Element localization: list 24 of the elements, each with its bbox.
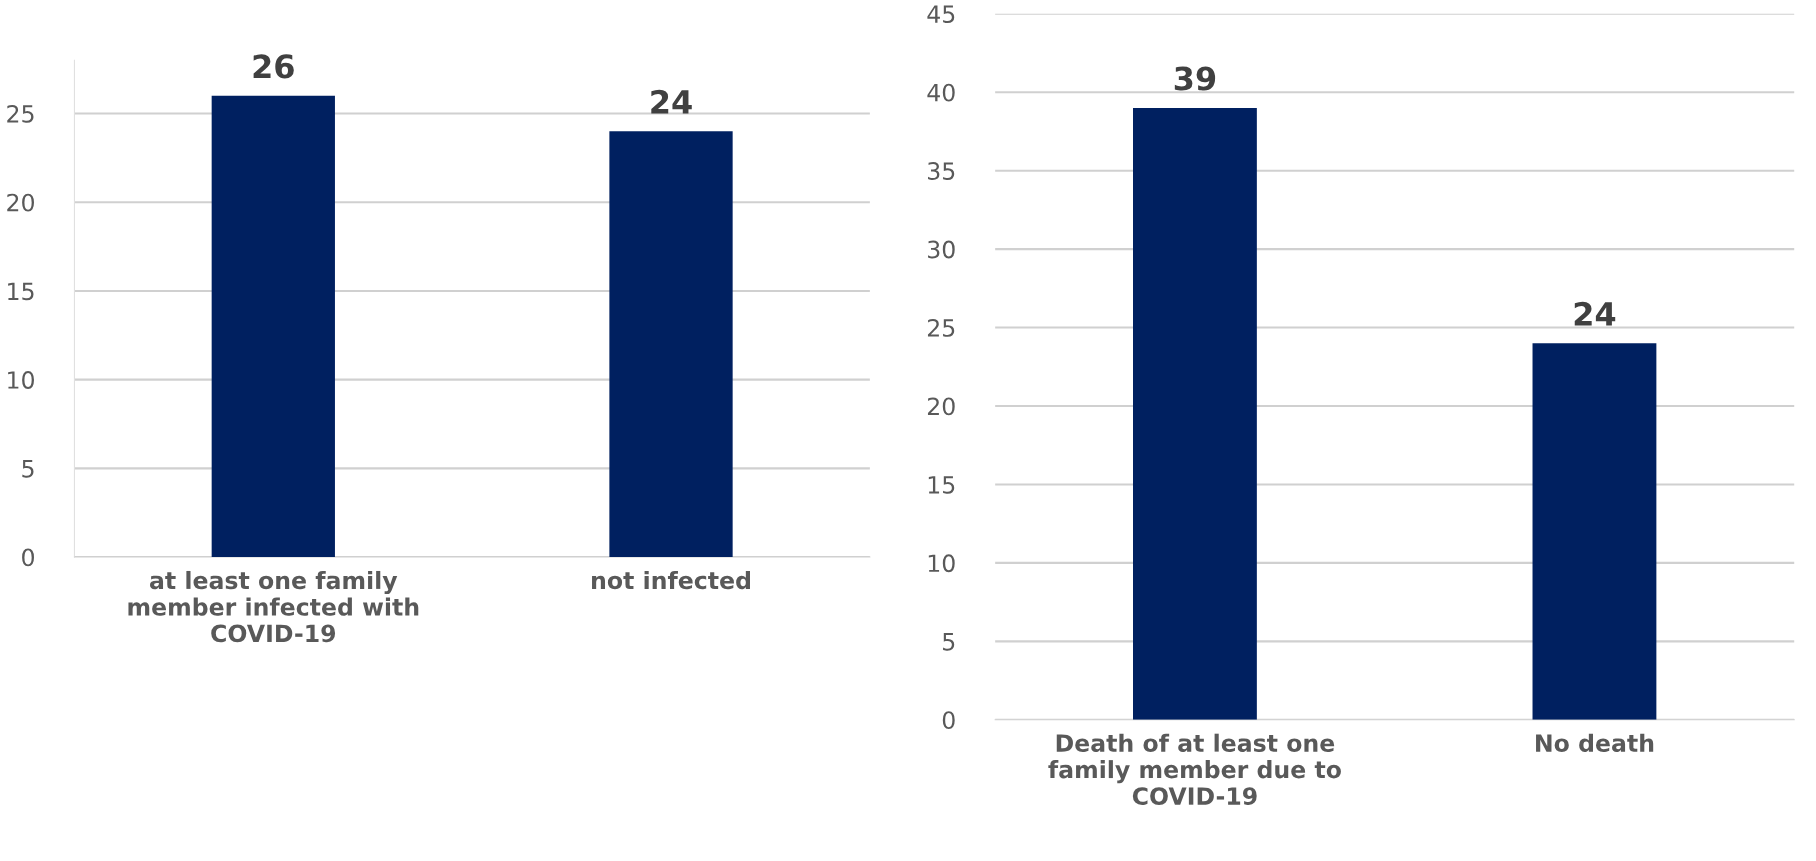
y-tick-label: 15 — [928, 476, 955, 494]
data-label: 24 — [1574, 301, 1616, 326]
y-tick-label: 45 — [927, 5, 955, 24]
x-tick-label: No death — [1536, 733, 1654, 752]
x-tick-label: at least one family member infected with COVID-19 — [128, 570, 419, 643]
y-tick-label: 20 — [7, 193, 34, 212]
data-label: 24 — [651, 89, 692, 114]
y-tick-label: 35 — [928, 162, 955, 180]
data-label: 39 — [1174, 66, 1216, 91]
y-tick-label: 0 — [22, 548, 34, 567]
y-tick-label: 20 — [927, 397, 955, 416]
y-tick-label: 30 — [928, 240, 955, 259]
y-tick-label: 10 — [8, 371, 34, 389]
y-tick-label: 15 — [8, 282, 34, 301]
y-tick-label: 5 — [22, 460, 34, 478]
x-tick-label: not infected — [592, 570, 750, 590]
y-tick-label: 25 — [927, 319, 955, 337]
y-tick-label: 0 — [942, 711, 955, 730]
y-tick-label: 5 — [943, 633, 955, 651]
y-tick-label: 40 — [927, 83, 955, 102]
data-label: 26 — [253, 54, 294, 79]
y-tick-label: 10 — [928, 554, 955, 573]
x-tick-label: Death of at least one family member due to COVID-19 — [1048, 733, 1341, 806]
y-tick-label: 25 — [7, 104, 34, 123]
